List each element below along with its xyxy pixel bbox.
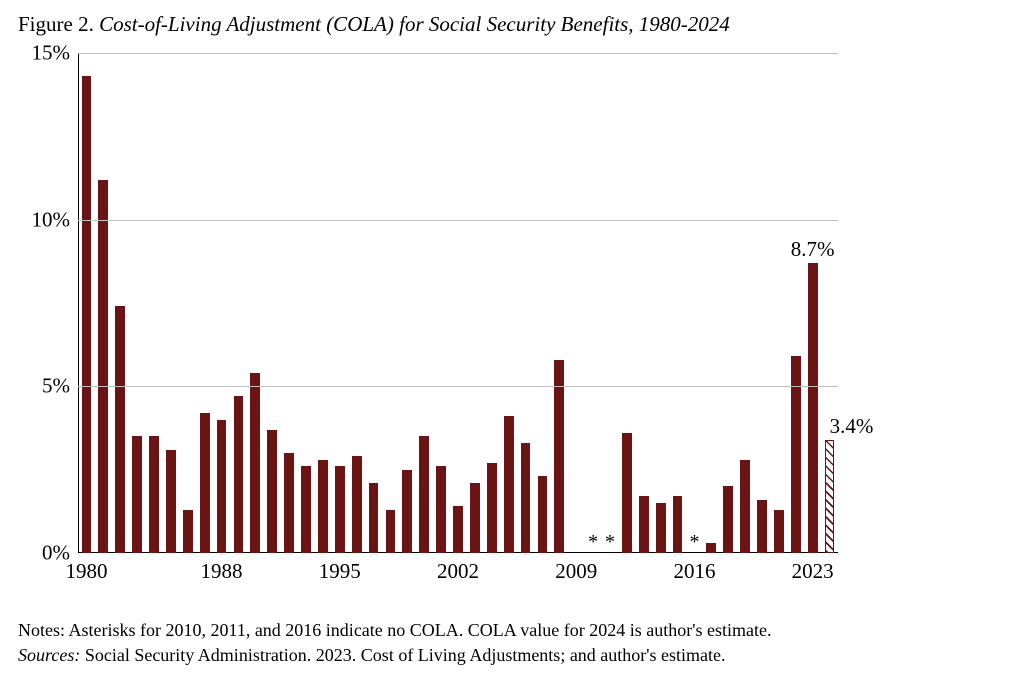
x-tick-label: 1988 bbox=[201, 553, 243, 584]
figure: Figure 2. Cost-of-Living Adjustment (COL… bbox=[0, 0, 1024, 679]
no-cola-asterisk: * bbox=[689, 532, 699, 552]
bar bbox=[538, 476, 548, 553]
bar bbox=[554, 360, 564, 553]
gridline bbox=[78, 53, 838, 54]
bar bbox=[639, 496, 649, 553]
bar bbox=[419, 436, 429, 553]
bar bbox=[402, 470, 412, 553]
bar bbox=[504, 416, 514, 553]
bar bbox=[723, 486, 733, 553]
bar bbox=[656, 503, 666, 553]
bar bbox=[673, 496, 683, 553]
bar bbox=[740, 460, 750, 553]
bar bbox=[250, 373, 260, 553]
gridline bbox=[78, 220, 838, 221]
bar bbox=[757, 500, 767, 553]
x-tick-label: 2016 bbox=[673, 553, 715, 584]
x-tick-label: 2002 bbox=[437, 553, 479, 584]
plot-area: ***8.7%3.4% 0%5%10%15%198019881995200220… bbox=[78, 53, 838, 553]
y-tick-label: 5% bbox=[42, 374, 78, 399]
y-tick-label: 10% bbox=[32, 207, 79, 232]
y-tick-label: 15% bbox=[32, 41, 79, 66]
data-label: 3.4% bbox=[830, 414, 874, 439]
bar bbox=[622, 433, 632, 553]
no-cola-asterisk: * bbox=[605, 532, 615, 552]
bar bbox=[470, 483, 480, 553]
bar bbox=[352, 456, 362, 553]
sources-line: Sources: Social Security Administration.… bbox=[18, 643, 771, 667]
bar bbox=[369, 483, 379, 553]
bar bbox=[149, 436, 159, 553]
bar bbox=[200, 413, 210, 553]
bar bbox=[825, 440, 835, 553]
notes-line: Notes: Asterisks for 2010, 2011, and 201… bbox=[18, 618, 771, 642]
bar bbox=[183, 510, 193, 553]
bar bbox=[284, 453, 294, 553]
bar bbox=[487, 463, 497, 553]
bar bbox=[217, 420, 227, 553]
bar bbox=[115, 306, 125, 553]
bar bbox=[808, 263, 818, 553]
no-cola-asterisk: * bbox=[588, 532, 598, 552]
bar bbox=[132, 436, 142, 553]
bar bbox=[234, 396, 244, 553]
figure-number: Figure 2. bbox=[18, 12, 99, 36]
sources-lead: Sources: bbox=[18, 645, 85, 665]
bar bbox=[318, 460, 328, 553]
x-tick-label: 1980 bbox=[65, 553, 107, 584]
x-tick-label: 2023 bbox=[792, 553, 834, 584]
bar bbox=[301, 466, 311, 553]
x-tick-label: 1995 bbox=[319, 553, 361, 584]
chart: ***8.7%3.4% 0%5%10%15%198019881995200220… bbox=[18, 43, 998, 603]
sources-body: Social Security Administration. 2023. Co… bbox=[85, 645, 726, 665]
bar bbox=[335, 466, 345, 553]
figure-title-text: Cost-of-Living Adjustment (COLA) for Soc… bbox=[99, 12, 730, 36]
bar bbox=[166, 450, 176, 553]
gridline bbox=[78, 386, 838, 387]
x-tick-label: 2009 bbox=[555, 553, 597, 584]
figure-title: Figure 2. Cost-of-Living Adjustment (COL… bbox=[18, 12, 1006, 37]
bar bbox=[386, 510, 396, 553]
bar bbox=[267, 430, 277, 553]
bar bbox=[436, 466, 446, 553]
bar bbox=[706, 543, 716, 553]
bar bbox=[82, 76, 92, 553]
bar bbox=[98, 180, 108, 553]
bar bbox=[521, 443, 531, 553]
bar bbox=[774, 510, 784, 553]
figure-notes: Notes: Asterisks for 2010, 2011, and 201… bbox=[18, 618, 771, 667]
bars-layer: ***8.7%3.4% bbox=[78, 53, 838, 553]
bar bbox=[453, 506, 463, 553]
data-label: 8.7% bbox=[791, 237, 835, 262]
